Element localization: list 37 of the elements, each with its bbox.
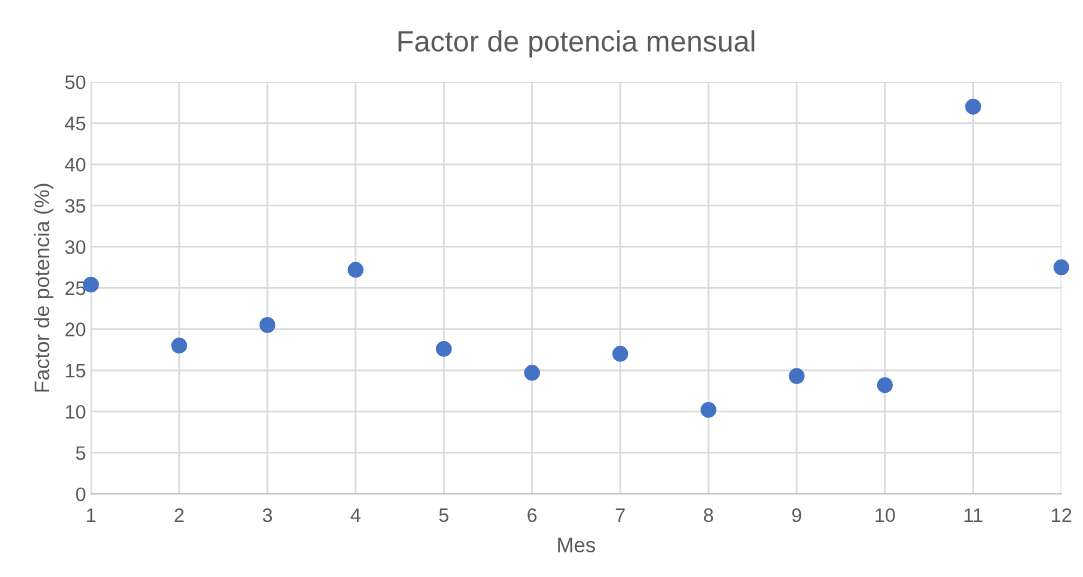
point [876,377,893,394]
x-tick-label: 12 [1052,508,1072,522]
x-tick-label: 1 [87,508,96,522]
x-tick-label: 5 [439,508,449,523]
point [700,401,717,418]
point [788,368,805,385]
y-tick-label: 15 [65,363,86,378]
y-tick-label: 50 [65,75,86,90]
x-tick-label: 11 [964,508,983,522]
y-tick-label: 5 [76,446,86,460]
point [347,261,364,278]
point [435,340,452,357]
x-tick-label: 2 [174,508,184,522]
y-tick-label: 45 [64,116,86,131]
y-tick-label: 0 [76,487,86,502]
y-tick-label: 30 [65,240,86,254]
chart-title: Factor de potencia mensual [398,30,755,58]
x-tick-label: 8 [703,508,714,523]
x-axis-title: Mes [558,537,596,553]
point [1053,259,1070,276]
x-tick-label: 3 [262,508,272,523]
y-tick-label: 10 [65,404,86,419]
x-tick-label: 7 [615,508,625,522]
point [524,364,541,381]
y-tick-label: 25 [65,281,86,296]
point [259,317,276,333]
y-axis-title: Factor de potencia (%) [33,183,54,392]
y-tick-label: 20 [65,322,86,337]
point [171,337,188,354]
y-tick-label: 35 [65,199,86,213]
x-tick-label: 6 [527,508,537,523]
x-tick-label: 10 [875,508,895,523]
x-tick-label: 4 [350,508,361,522]
point [612,345,629,362]
y-tick-label: 40 [64,157,86,172]
x-tick-label: 9 [792,508,802,523]
point [965,98,982,115]
